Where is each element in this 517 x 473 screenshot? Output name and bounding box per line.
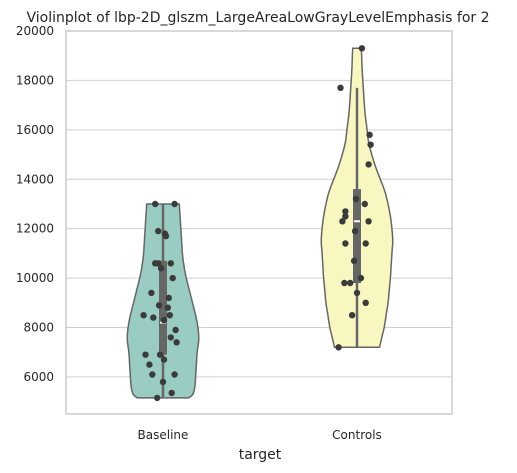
data-point bbox=[173, 339, 180, 346]
data-point bbox=[342, 208, 349, 215]
iqr-box bbox=[159, 260, 167, 355]
y-tick-label: 8000 bbox=[23, 321, 54, 335]
data-point bbox=[164, 304, 171, 311]
y-tick-label: 12000 bbox=[16, 222, 54, 236]
data-point bbox=[150, 314, 157, 321]
data-point bbox=[149, 371, 156, 378]
data-point bbox=[171, 371, 178, 378]
x-tick-labels: Baseline Controls bbox=[138, 428, 382, 442]
x-tick-label: Controls bbox=[332, 428, 382, 442]
y-tick-label: 18000 bbox=[16, 73, 54, 87]
x-axis-label: target bbox=[239, 447, 282, 463]
data-point bbox=[148, 289, 155, 297]
data-point bbox=[339, 218, 346, 225]
data-point bbox=[367, 141, 374, 148]
data-point bbox=[365, 161, 372, 168]
data-point bbox=[358, 45, 366, 52]
y-tick-label: 14000 bbox=[16, 172, 54, 186]
y-gridlines bbox=[66, 30, 452, 378]
data-point bbox=[353, 289, 361, 297]
data-point bbox=[171, 200, 178, 208]
data-point bbox=[337, 84, 344, 92]
violins bbox=[126, 47, 394, 399]
data-point bbox=[169, 274, 176, 282]
y-tick-label: 16000 bbox=[16, 123, 54, 137]
y-tick-labels: 6000 8000 10000 12000 14000 16000 18000 20000 bbox=[16, 24, 54, 384]
y-tick-label: 20000 bbox=[16, 24, 54, 38]
data-point bbox=[350, 257, 358, 264]
data-point bbox=[335, 344, 342, 351]
data-point bbox=[342, 213, 349, 220]
y-tick-label: 6000 bbox=[23, 370, 54, 384]
data-point bbox=[155, 227, 162, 235]
data-point bbox=[365, 218, 372, 225]
data-point bbox=[172, 326, 179, 334]
y-tick-label: 10000 bbox=[16, 271, 54, 285]
data-point bbox=[160, 356, 168, 363]
data-point bbox=[341, 279, 348, 287]
data-point bbox=[362, 299, 369, 306]
data-point bbox=[142, 351, 149, 358]
data-point bbox=[167, 260, 174, 267]
data-point bbox=[140, 312, 147, 319]
data-point bbox=[155, 302, 163, 309]
data-point bbox=[361, 200, 368, 208]
data-point bbox=[352, 195, 360, 203]
data-point bbox=[347, 279, 354, 287]
data-point bbox=[146, 361, 153, 368]
strip-points bbox=[140, 45, 374, 402]
data-point bbox=[157, 265, 165, 272]
data-point bbox=[162, 232, 170, 240]
data-point bbox=[159, 378, 167, 386]
data-point bbox=[342, 240, 349, 247]
data-point bbox=[165, 294, 172, 302]
data-point bbox=[155, 260, 162, 267]
data-point bbox=[168, 389, 175, 397]
data-point bbox=[351, 227, 359, 235]
data-point bbox=[357, 274, 365, 282]
data-point bbox=[366, 131, 373, 138]
data-point bbox=[152, 200, 159, 208]
chart-title: Violinplot of lbp-2D_glszm_LargeAreaLowG… bbox=[26, 10, 489, 26]
iqr-box bbox=[353, 189, 361, 284]
data-point bbox=[154, 394, 161, 402]
plot-frame bbox=[65, 30, 453, 415]
data-point bbox=[362, 240, 369, 247]
data-point bbox=[348, 312, 356, 319]
x-tick-label: Baseline bbox=[138, 428, 189, 442]
data-point bbox=[160, 316, 168, 324]
data-point bbox=[166, 312, 173, 319]
data-point bbox=[167, 334, 174, 341]
data-point bbox=[156, 351, 164, 358]
